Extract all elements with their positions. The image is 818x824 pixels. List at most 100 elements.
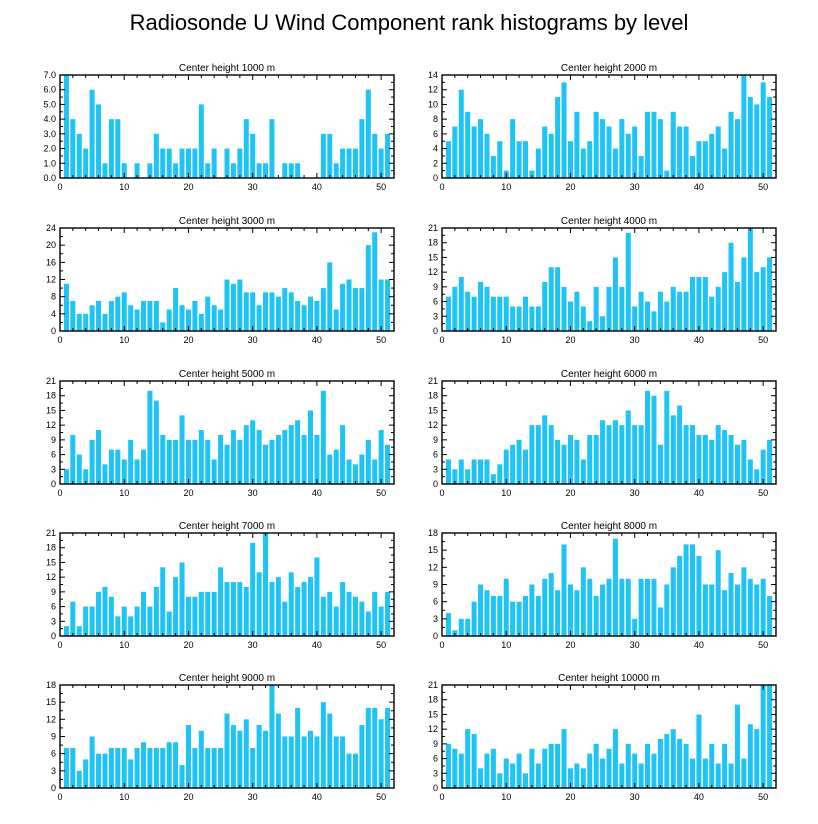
histogram-bar xyxy=(465,729,471,788)
panel-title: Center height 10000 m xyxy=(558,673,660,684)
histogram-bar xyxy=(690,758,696,788)
histogram-bar xyxy=(683,544,689,636)
y-tick-label: 0 xyxy=(433,783,438,793)
histogram-bar xyxy=(535,763,541,788)
histogram-bar xyxy=(121,747,127,788)
x-tick-label: 0 xyxy=(57,488,62,498)
histogram-bar xyxy=(128,616,134,636)
x-tick-label: 10 xyxy=(501,488,511,498)
histogram-bar xyxy=(333,736,339,788)
y-tick-label: 24 xyxy=(46,223,56,233)
y-tick-label: 12 xyxy=(46,275,56,285)
histogram-bar xyxy=(333,163,339,178)
histogram-bar xyxy=(535,306,541,331)
y-tick-label: 3 xyxy=(51,766,56,776)
histogram-bar xyxy=(478,119,484,178)
y-tick-label: 0 xyxy=(433,631,438,641)
histogram-bar xyxy=(709,439,715,484)
y-tick-label: 18 xyxy=(428,695,438,705)
histogram-bar xyxy=(497,595,503,636)
histogram-bar xyxy=(250,292,256,332)
x-tick-label: 50 xyxy=(376,182,386,192)
histogram-bar xyxy=(365,439,371,484)
histogram-bar xyxy=(529,170,535,178)
histogram-bar xyxy=(548,133,554,178)
histogram-bar xyxy=(63,469,69,484)
histogram-bar xyxy=(308,577,314,636)
histogram-bar xyxy=(76,133,82,178)
y-tick-label: 6 xyxy=(433,297,438,307)
histogram-bar xyxy=(638,763,644,788)
histogram-bar xyxy=(320,288,326,331)
histogram-bar xyxy=(664,301,670,331)
histogram-bar xyxy=(709,743,715,788)
x-tick-label: 20 xyxy=(183,182,193,192)
histogram-bar xyxy=(160,747,166,788)
y-tick-label: 9 xyxy=(433,282,438,292)
histogram-bar xyxy=(166,742,172,788)
histogram-bar xyxy=(230,430,236,484)
x-tick-label: 20 xyxy=(183,335,193,345)
histogram-bar xyxy=(224,148,230,178)
histogram-bar xyxy=(365,707,371,788)
histogram-bar xyxy=(516,306,522,331)
histogram-bar xyxy=(89,89,95,178)
panel-title: Center height 2000 m xyxy=(561,63,657,74)
histogram-bar xyxy=(282,736,288,788)
histogram-bar xyxy=(548,743,554,788)
histogram-bar xyxy=(574,763,580,788)
y-tick-label: 10 xyxy=(428,99,438,109)
histogram-bar xyxy=(230,582,236,636)
y-tick-label: 20 xyxy=(46,240,56,250)
y-tick-label: 4.0 xyxy=(43,114,56,124)
histogram-bar xyxy=(657,444,663,484)
histogram-bar xyxy=(458,277,464,331)
histogram-bar xyxy=(250,420,256,484)
histogram-bar xyxy=(715,550,721,636)
histogram-bar xyxy=(709,133,715,178)
histogram-bar xyxy=(320,133,326,178)
x-tick-label: 30 xyxy=(630,792,640,802)
histogram-bar xyxy=(115,449,121,484)
histogram-bar xyxy=(256,572,262,636)
histogram-bar xyxy=(89,305,95,331)
histogram-bar xyxy=(192,439,198,484)
histogram-bar xyxy=(657,119,663,178)
histogram-bar xyxy=(715,763,721,788)
histogram-bar xyxy=(192,747,198,788)
histogram-bar xyxy=(625,578,631,636)
y-tick-label: 15 xyxy=(46,557,56,567)
histogram-bar xyxy=(555,743,561,788)
histogram-bar xyxy=(715,425,721,484)
histogram-bar xyxy=(320,390,326,484)
histogram-bar xyxy=(179,148,185,178)
histogram-bar xyxy=(683,291,689,331)
histogram-bar xyxy=(185,596,191,636)
y-tick-label: 6 xyxy=(51,450,56,460)
histogram-bar xyxy=(542,748,548,788)
histogram-bar xyxy=(198,591,204,636)
histogram-bar xyxy=(490,474,496,484)
x-tick-label: 40 xyxy=(312,335,322,345)
histogram-panel: Center height 4000 m 0 3 6 9 12 15 18 21 0 10 20 30 4… xyxy=(428,216,777,345)
histogram-bar xyxy=(728,111,734,178)
histogram-bar xyxy=(237,148,243,178)
x-tick-label: 40 xyxy=(694,792,704,802)
histogram-bar xyxy=(327,262,333,331)
histogram-bar xyxy=(275,434,281,484)
histogram-bar xyxy=(256,430,262,484)
histogram-bar xyxy=(767,257,773,331)
histogram-bar xyxy=(314,300,320,331)
histogram-panel: Center height 10000 m 0 3 6 9 12 15 18 21 0 10 20 30… xyxy=(428,673,777,802)
histogram-bar xyxy=(760,685,766,788)
x-tick-label: 20 xyxy=(183,640,193,650)
panel-title: Center height 3000 m xyxy=(179,216,275,227)
histogram-bar xyxy=(198,104,204,178)
x-tick-label: 50 xyxy=(758,488,768,498)
x-tick-label: 20 xyxy=(565,182,575,192)
y-tick-label: 2.0 xyxy=(43,144,56,154)
x-tick-label: 0 xyxy=(439,488,444,498)
histogram-bar xyxy=(134,163,140,178)
histogram-bar xyxy=(237,582,243,636)
